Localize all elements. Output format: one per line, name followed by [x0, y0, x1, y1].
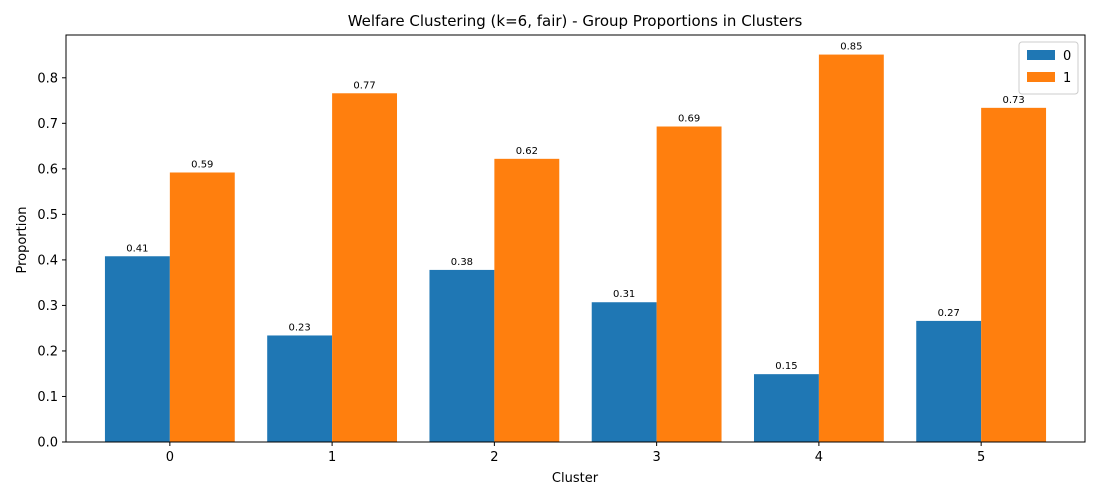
- legend-swatch-0: [1027, 50, 1055, 60]
- y-tick-label: 0.4: [37, 253, 58, 268]
- bar-series-1-cluster-2: [494, 158, 560, 443]
- x-tick-label: 3: [652, 450, 660, 465]
- data-label: 0.15: [775, 361, 797, 372]
- bar-series-0-cluster-5: [916, 320, 982, 442]
- y-tick-label: 0.6: [37, 162, 58, 177]
- x-axis: 0 1 2 3 4 5: [166, 442, 985, 465]
- x-tick-label: 0: [166, 450, 174, 465]
- legend-swatch-1: [1027, 72, 1055, 82]
- bar-series-0-cluster-4: [753, 374, 819, 442]
- data-label: 0.38: [451, 257, 473, 268]
- legend-label-1: 1: [1063, 71, 1071, 86]
- plot-frame: [65, 34, 1086, 443]
- chart-title: Welfare Clustering (k=6, fair) - Group P…: [348, 12, 803, 30]
- bar-series-1-cluster-1: [332, 93, 398, 442]
- y-axis-label: Proportion: [15, 206, 30, 273]
- data-label: 0.27: [938, 308, 960, 319]
- bar-series-0-cluster-0: [104, 256, 170, 442]
- data-label: 0.59: [191, 159, 213, 170]
- y-tick-label: 0.1: [37, 390, 58, 405]
- data-label: 0.23: [289, 322, 311, 333]
- bars-layer: [104, 54, 1047, 443]
- y-tick-label: 0.8: [37, 71, 58, 86]
- bar-series-1-cluster-3: [656, 126, 722, 442]
- x-tick-label: 4: [815, 450, 823, 465]
- y-tick-label: 0.5: [37, 208, 58, 223]
- x-tick-label: 5: [977, 450, 985, 465]
- bar-series-1-cluster-4: [818, 54, 884, 443]
- y-tick-label: 0.0: [37, 436, 58, 451]
- data-label: 0.85: [840, 42, 862, 53]
- bar-series-0-cluster-3: [591, 302, 657, 442]
- data-label: 0.77: [353, 80, 375, 91]
- legend-label-0: 0: [1063, 49, 1071, 64]
- legend: 01: [1018, 41, 1079, 95]
- y-tick-label: 0.3: [37, 299, 58, 314]
- x-tick-label: 2: [490, 450, 498, 465]
- y-tick-label: 0.7: [37, 117, 58, 132]
- y-axis: 0.0 0.1 0.2 0.3 0.4 0.5 0.6 0.7 0.8: [37, 71, 66, 451]
- bar-series-0-cluster-2: [429, 269, 495, 442]
- bar-series-1-cluster-0: [169, 172, 235, 442]
- x-tick-label: 1: [328, 450, 336, 465]
- data-label: 0.73: [1002, 95, 1024, 106]
- data-label: 0.69: [678, 114, 700, 125]
- data-label: 0.41: [126, 243, 148, 254]
- data-label: 0.31: [613, 289, 635, 300]
- bar-series-0-cluster-1: [267, 335, 333, 442]
- data-label: 0.62: [516, 146, 538, 157]
- data-labels-layer: 0.41 0.23 0.38 0.31 0.15 0.27 0.59 0.77 0.62 0.69…: [126, 42, 1024, 373]
- bar-series-1-cluster-5: [981, 107, 1047, 443]
- x-axis-label: Cluster: [552, 471, 599, 486]
- y-tick-label: 0.2: [37, 344, 58, 359]
